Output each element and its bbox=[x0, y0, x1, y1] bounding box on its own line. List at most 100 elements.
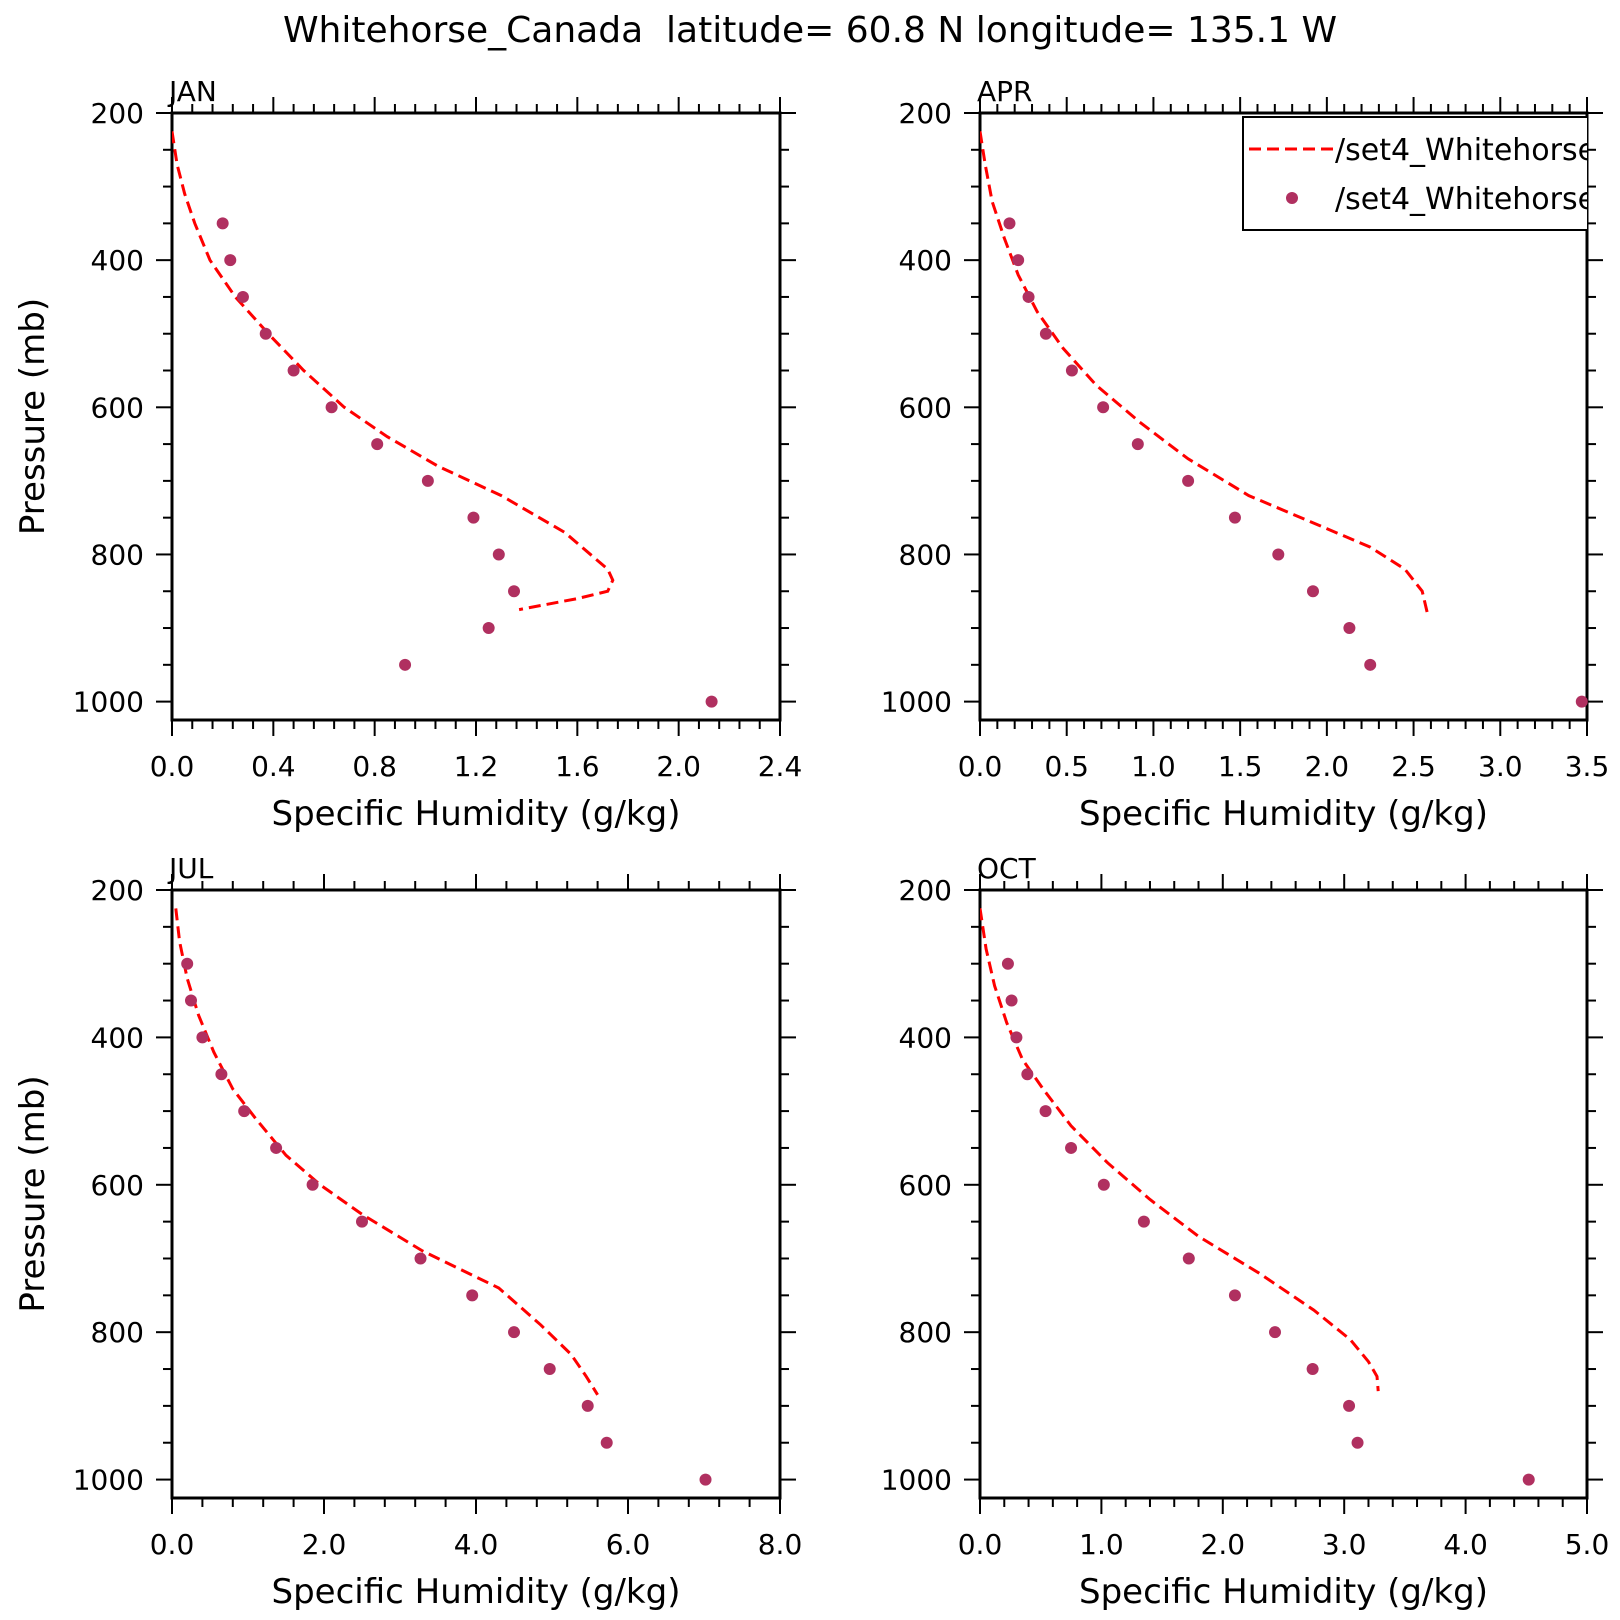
obs-point bbox=[196, 1031, 209, 1044]
x-tick-label: 1.5 bbox=[1218, 750, 1263, 783]
model-line bbox=[174, 908, 599, 1396]
model-line bbox=[172, 131, 615, 612]
x-tick-label: 1.0 bbox=[1131, 750, 1176, 783]
panel-oct: OCT 0.0 1.0 2.0 3.0 4.0 5.0 200 400 600 800 1000 Spe… bbox=[881, 852, 1610, 1612]
obs-point bbox=[508, 585, 520, 598]
obs-point bbox=[371, 438, 384, 451]
obs-point bbox=[325, 401, 338, 414]
obs-point bbox=[1039, 327, 1052, 340]
obs-point bbox=[287, 364, 300, 377]
x-tick-label: 0.0 bbox=[958, 1528, 1003, 1561]
x-tick-label: 0.0 bbox=[150, 1528, 195, 1561]
x-tick-label: 2.0 bbox=[656, 750, 701, 783]
model-line bbox=[980, 908, 1380, 1392]
panel-jul: JUL 0.0 2.0 4.0 6.0 8.0 200 400 600 800 1000 Specif… bbox=[13, 852, 802, 1612]
obs-point bbox=[1269, 1326, 1282, 1339]
y-tick-label: 200 bbox=[91, 874, 144, 907]
legend-box bbox=[1242, 116, 1587, 231]
obs-point bbox=[216, 217, 229, 230]
y-axis-title: Pressure (mb) bbox=[13, 298, 53, 535]
obs-point bbox=[1065, 364, 1078, 377]
obs-point bbox=[185, 994, 197, 1007]
x-axis-title: Specific Humidity (g/kg) bbox=[1079, 794, 1488, 834]
y-tick-label: 400 bbox=[899, 1021, 952, 1054]
y-tick-label: 800 bbox=[899, 1316, 952, 1349]
obs-point bbox=[1131, 438, 1144, 451]
legend-entry-label: /set4_Whitehorse bbox=[1335, 182, 1596, 217]
y-tick-label: 200 bbox=[91, 97, 144, 130]
obs-point bbox=[1522, 1473, 1535, 1486]
y-tick-label: 200 bbox=[899, 97, 952, 130]
x-tick-label: 3.0 bbox=[1322, 1528, 1367, 1561]
x-tick-label: 2.0 bbox=[302, 1528, 347, 1561]
plot-frame bbox=[170, 111, 782, 722]
y-tick-label: 600 bbox=[91, 391, 144, 424]
panels: JAN 0.0 0.4 0.8 1.2 1.6 2.0 2.4 200 400 600 800 1000… bbox=[13, 75, 1609, 1612]
y-tick-label: 600 bbox=[899, 1169, 952, 1202]
y-tick-label: 400 bbox=[899, 244, 952, 277]
obs-point bbox=[259, 327, 272, 340]
legend-content: /set4_Whitehorse/set4_Whitehorse bbox=[1242, 116, 1596, 231]
obs-point bbox=[1097, 401, 1110, 414]
legend-dot-swatch bbox=[1286, 192, 1298, 204]
y-tick-label: 1000 bbox=[881, 686, 952, 719]
obs-point bbox=[224, 254, 237, 267]
y-tick-label: 400 bbox=[91, 1021, 144, 1054]
obs-point bbox=[482, 622, 495, 635]
obs-point bbox=[1182, 1252, 1195, 1265]
obs-point bbox=[1575, 695, 1588, 708]
x-axis-title: Specific Humidity (g/kg) bbox=[272, 794, 681, 834]
legend-entry-label: /set4_Whitehorse bbox=[1335, 133, 1596, 168]
x-tick-label: 1.0 bbox=[1079, 1528, 1124, 1561]
x-tick-label: 1.6 bbox=[555, 750, 600, 783]
x-tick-label: 0.0 bbox=[150, 750, 195, 783]
y-tick-label: 600 bbox=[91, 1169, 144, 1202]
x-tick-label: 0.8 bbox=[352, 750, 397, 783]
x-axis-title: Specific Humidity (g/kg) bbox=[272, 1572, 681, 1612]
x-tick-label: 2.0 bbox=[1305, 750, 1350, 783]
obs-point bbox=[508, 1326, 520, 1339]
obs-point bbox=[1343, 622, 1356, 635]
obs-point bbox=[1343, 1399, 1356, 1412]
obs-point bbox=[492, 548, 505, 561]
obs-point bbox=[1012, 254, 1025, 267]
obs-point bbox=[1182, 474, 1195, 487]
plot-frame bbox=[170, 888, 782, 1500]
obs-point bbox=[699, 1473, 712, 1486]
panel-jan: JAN 0.0 0.4 0.8 1.2 1.6 2.0 2.4 200 400 600 800 1000… bbox=[13, 75, 802, 834]
y-tick-label: 1000 bbox=[881, 1464, 952, 1497]
obs-point bbox=[466, 1289, 479, 1302]
obs-point bbox=[236, 290, 249, 303]
obs-point bbox=[1351, 1436, 1364, 1449]
y-tick-label: 1000 bbox=[73, 686, 144, 719]
obs-point bbox=[1137, 1215, 1150, 1228]
obs-point bbox=[215, 1068, 228, 1081]
obs-point bbox=[1364, 658, 1377, 671]
obs-point bbox=[306, 1178, 319, 1191]
obs-point bbox=[581, 1399, 594, 1412]
obs-point bbox=[356, 1215, 368, 1228]
figure-title: Whitehorse_Canada latitude= 60.8 N longi… bbox=[283, 10, 1337, 51]
panel-label: OCT bbox=[977, 852, 1037, 885]
x-tick-label: 2.0 bbox=[1201, 1528, 1246, 1561]
y-tick-label: 200 bbox=[899, 874, 952, 907]
obs-point bbox=[1306, 1363, 1319, 1376]
x-tick-label: 4.0 bbox=[454, 1528, 499, 1561]
obs-point bbox=[1272, 548, 1285, 561]
y-tick-label: 400 bbox=[91, 244, 144, 277]
y-axis-title: Pressure (mb) bbox=[13, 1075, 53, 1312]
obs-point bbox=[1097, 1178, 1110, 1191]
panel-label: JUL bbox=[167, 852, 214, 885]
obs-point bbox=[414, 1252, 427, 1265]
obs-point bbox=[705, 695, 718, 708]
x-axis-title: Specific Humidity (g/kg) bbox=[1079, 1572, 1488, 1612]
y-tick-label: 1000 bbox=[73, 1464, 144, 1497]
obs-point bbox=[1228, 511, 1241, 524]
obs-point bbox=[1306, 585, 1319, 598]
y-tick-label: 600 bbox=[899, 391, 952, 424]
obs-point bbox=[600, 1436, 613, 1449]
obs-point bbox=[1010, 1031, 1023, 1044]
x-tick-label: 4.0 bbox=[1443, 1528, 1488, 1561]
x-tick-label: 5.0 bbox=[1565, 1528, 1610, 1561]
